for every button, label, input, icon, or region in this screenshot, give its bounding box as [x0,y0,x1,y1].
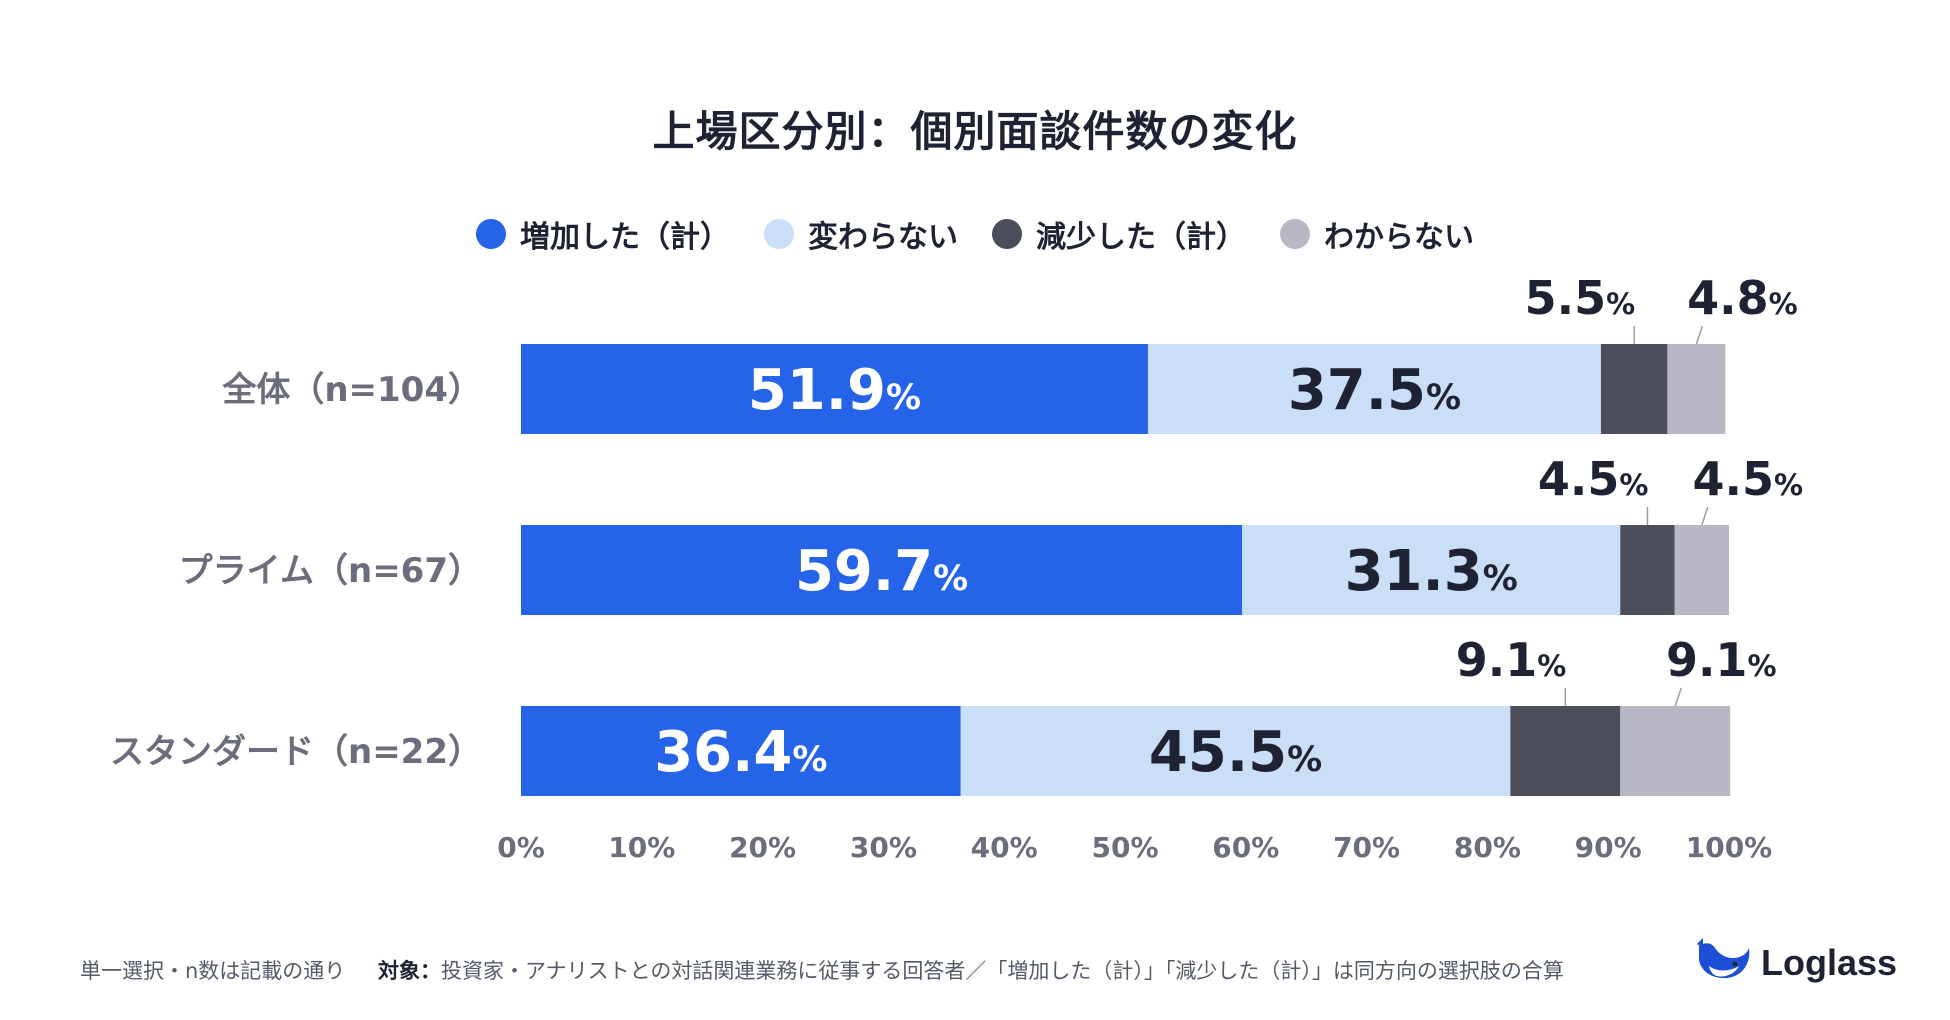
data-label: 4.8% [1687,271,1798,325]
brand-name: Loglass [1761,942,1898,983]
category-label: スタンダード（n=22） [110,732,482,772]
data-label: 51.9% [748,358,921,423]
category-label: 全体（n=104） [221,370,482,410]
x-tick-label: 90% [1575,831,1642,864]
legend-label: 変わらない [808,220,958,255]
x-tick-label: 60% [1212,831,1279,864]
footnote-target-label: 対象： [378,959,441,983]
bar-segment [1620,525,1675,615]
category-label: プライム（n=67） [179,551,482,591]
bar-segment [1510,706,1621,796]
bar-segment [1620,706,1731,796]
data-label: 4.5% [1693,452,1804,506]
x-tick-label: 50% [1091,831,1158,864]
bar-segment [1674,525,1729,615]
legend-item: 変わらない [764,212,958,256]
legend: 増加した（計） 変わらない 減少した（計） わからない [0,212,1950,256]
stacked-bar-chart: 全体（n=104） 51.9% 37.5%5.5% 4.8%プライム（n=67） 59.… [110,271,1804,864]
bar-segment [521,706,961,796]
legend-label: 減少した（計） [1036,220,1246,255]
data-label: 9.1% [1456,633,1567,687]
data-label: 5.5% [1525,271,1636,325]
x-tick-label: 40% [971,831,1038,864]
legend-item: わからない [1280,212,1474,256]
bar-segment [960,706,1511,796]
legend-swatch [764,219,794,249]
x-tick-label: 70% [1333,831,1400,864]
x-tick-label: 10% [608,831,675,864]
leader-line [1701,506,1709,526]
bar-segment [1242,525,1621,615]
leader-line [1695,325,1704,345]
bar-segment [1667,344,1726,434]
x-tick-label: 100% [1686,831,1773,864]
chart-title: 上場区分別：個別面談件数の変化 [652,107,1298,156]
x-tick-label: 30% [850,831,917,864]
brand-logo: Loglass [1695,938,1897,988]
legend-swatch [992,219,1022,249]
bar-segment [1147,344,1601,434]
footnote-selection: 単一選択・n数は記載の通り [80,959,346,983]
x-tick-label: 0% [497,831,545,864]
legend-swatch [476,219,506,249]
leader-line [1674,687,1682,707]
legend-item: 増加した（計） [476,212,730,256]
whale-logo-icon [1695,938,1753,988]
footnote-target-text: 投資家・アナリストとの対話関連業務に従事する回答者／「増加した（計）」「減少した… [441,959,1564,983]
data-label: 4.5% [1538,452,1649,506]
x-tick-label: 80% [1454,831,1521,864]
legend-label: 増加した（計） [520,220,730,255]
bar-segment [521,525,1243,615]
bar-segment [521,344,1148,434]
legend-label: わからない [1324,220,1474,255]
footnote: 単一選択・n数は記載の通り 対象：投資家・アナリストとの対話関連業務に従事する回… [80,955,1564,985]
legend-swatch [1280,219,1310,249]
legend-item: 減少した（計） [992,212,1246,256]
data-label: 9.1% [1666,633,1777,687]
bar-segment [1600,344,1668,434]
x-tick-label: 20% [729,831,796,864]
